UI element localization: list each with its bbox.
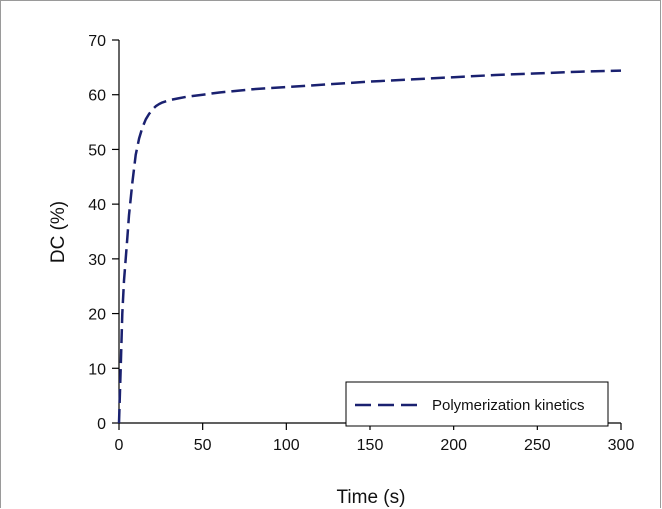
- y-tick-label: 40: [88, 197, 106, 214]
- y-tick-label: 30: [88, 252, 106, 269]
- y-tick-label: 70: [88, 33, 106, 50]
- x-tick-label: 300: [608, 437, 635, 454]
- ticks: 0 10 20 30 40 50 60 70 0 50 100 150 200 250 300: [88, 33, 634, 454]
- plot-area: [117, 69, 622, 424]
- y-tick-label: 20: [88, 307, 106, 324]
- legend: Polymerization kinetics: [345, 381, 609, 427]
- legend-label: Polymerization kinetics: [432, 397, 585, 414]
- x-tick-label: 0: [115, 437, 124, 454]
- y-tick-label: 60: [88, 88, 106, 105]
- x-tick-label: 100: [273, 437, 300, 454]
- y-tick-label: 0: [97, 416, 106, 433]
- x-tick-label: 250: [524, 437, 551, 454]
- x-axis-title: Time (s): [337, 487, 406, 508]
- x-tick-label: 150: [357, 437, 384, 454]
- x-tick-label: 50: [194, 437, 212, 454]
- series-line-0: [117, 69, 622, 424]
- y-axis-title: DC (%): [48, 201, 69, 263]
- axes: [118, 40, 621, 424]
- x-tick-label: 200: [440, 437, 467, 454]
- y-tick-label: 50: [88, 142, 106, 159]
- y-tick-label: 10: [88, 361, 106, 378]
